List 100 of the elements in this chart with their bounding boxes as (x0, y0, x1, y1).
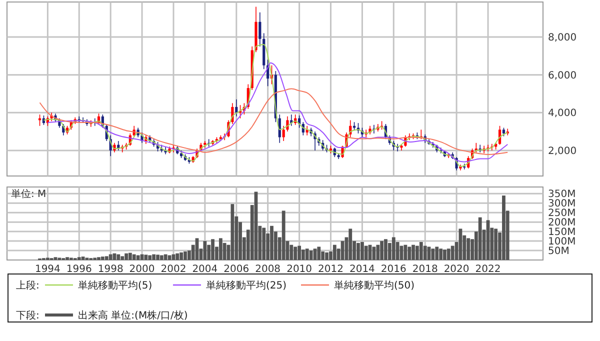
bar (404, 244, 408, 260)
bar (502, 196, 506, 260)
bar (116, 254, 120, 260)
bar (450, 246, 454, 260)
bar (66, 257, 69, 260)
bar (203, 241, 207, 260)
bar (392, 237, 396, 260)
bar (439, 248, 443, 260)
y-tick-label: 4,000 (548, 108, 577, 120)
bar (372, 246, 376, 260)
x-tick-label: 2016 (380, 264, 406, 275)
x-tick-label: 1994 (34, 264, 60, 275)
bar (97, 257, 100, 260)
legend-title: 下段: (16, 310, 40, 322)
bar (356, 242, 360, 260)
y-tick-label: 6,000 (548, 70, 577, 82)
bar (332, 244, 336, 260)
bar (384, 239, 388, 260)
bar (415, 246, 419, 260)
bar (423, 246, 427, 260)
bar (360, 242, 364, 260)
bar (443, 250, 446, 260)
bar (124, 253, 128, 260)
bar (290, 244, 294, 260)
y-tick-label: 50M (548, 246, 570, 258)
bar (184, 251, 187, 260)
x-tick-label: 2000 (129, 264, 155, 275)
x-tick-label: 2010 (286, 264, 312, 275)
bar (325, 252, 328, 260)
bar (427, 246, 431, 260)
bar (120, 256, 124, 260)
bar (144, 254, 148, 260)
x-tick-label: 2008 (255, 264, 281, 275)
bar (156, 254, 160, 260)
x-tick-label: 2006 (224, 264, 250, 275)
bar (466, 238, 470, 260)
x-tick-label: 2014 (349, 264, 375, 275)
legend-label: 単純移動平均(5) (78, 280, 152, 292)
legend-label: 単純移動平均(50) (334, 280, 415, 292)
bar (230, 204, 234, 260)
bar (136, 255, 140, 260)
x-tick-label: 2002 (160, 264, 186, 275)
x-tick-label: 2018 (412, 264, 438, 275)
bar (108, 254, 112, 260)
bar (218, 238, 222, 260)
y-tick-label: 2,000 (548, 146, 577, 157)
bar (494, 228, 498, 260)
y-tick-label: 350M (548, 189, 576, 200)
bar (364, 246, 368, 260)
bar (412, 244, 415, 260)
bar (298, 246, 302, 260)
x-tick-label: 2012 (318, 264, 344, 275)
bar (305, 248, 309, 260)
line-series (43, 44, 508, 168)
bar (301, 250, 305, 260)
bar (446, 248, 450, 260)
bar (180, 252, 183, 260)
candlestick (235, 99, 238, 117)
legend-label: 出来高 単位:(M株/口/枚) (78, 310, 188, 322)
line-series (39, 88, 508, 155)
candlestick (282, 125, 285, 142)
y-tick-label: 8,000 (548, 32, 577, 44)
bar (431, 248, 435, 260)
x-tick-label: 1998 (98, 264, 124, 275)
y-tick-label: 100M (548, 236, 576, 248)
candlestick (258, 12, 262, 47)
bar (348, 228, 352, 260)
x-tick-label: 2020 (444, 264, 470, 275)
bar (104, 256, 108, 260)
y-tick-label: 150M (548, 227, 576, 238)
y-tick-label: 300M (548, 198, 576, 210)
y-tick-label: 250M (548, 208, 576, 220)
bar (408, 246, 412, 260)
bar (160, 255, 164, 260)
bar (54, 257, 58, 260)
bar (81, 256, 85, 260)
bar (282, 210, 286, 260)
bar (148, 255, 152, 260)
bar (478, 217, 482, 260)
bar (376, 244, 380, 260)
bar (132, 254, 136, 260)
x-tick-label: 2022 (475, 264, 501, 275)
bar (262, 228, 266, 260)
bar (309, 250, 313, 260)
bar (128, 252, 132, 260)
legend-title: 上段: (16, 280, 40, 292)
bar (211, 239, 214, 260)
bar (419, 242, 423, 260)
bar (77, 257, 81, 260)
bar (164, 254, 168, 260)
bar (317, 246, 321, 260)
y-tick-label: 200M (548, 218, 576, 229)
candlestick (286, 116, 289, 132)
x-tick-label: 2004 (192, 264, 218, 275)
bar (176, 253, 180, 260)
annotation: 単位: M (11, 188, 46, 200)
bar (294, 246, 298, 260)
bar (270, 226, 274, 260)
x-tick-label: 1996 (66, 264, 92, 275)
bar (152, 254, 156, 260)
